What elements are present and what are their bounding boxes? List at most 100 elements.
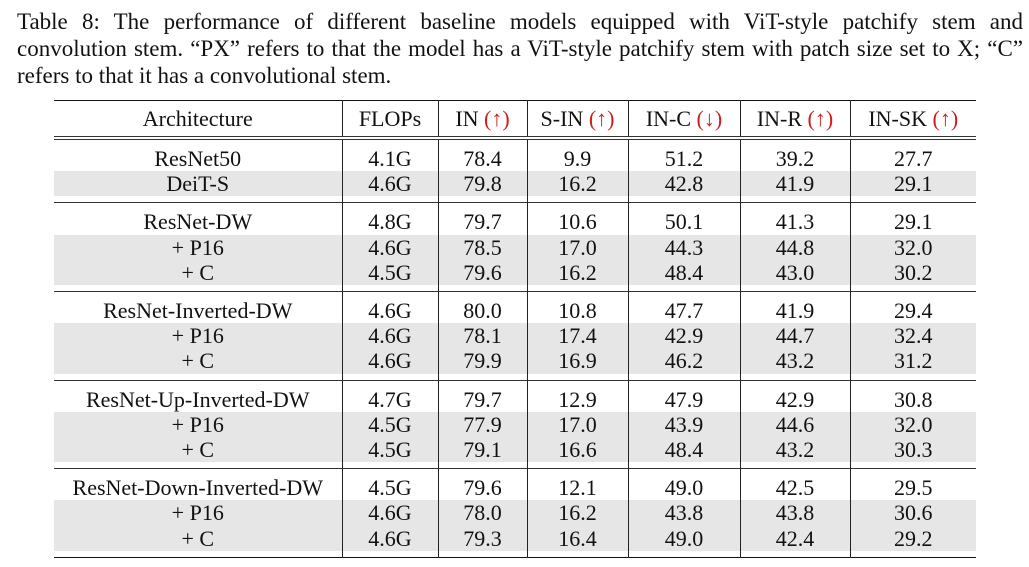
spacer-cell (739, 196, 850, 203)
cell-in-c: 49.0 (627, 525, 740, 551)
spacer-cell (739, 138, 850, 146)
spacer-cell (341, 462, 438, 469)
cell-arch: + P16 (54, 411, 342, 437)
cell-in-c: 44.3 (627, 234, 740, 260)
cell-in-r: 43.8 (739, 500, 850, 526)
cell-in: 79.6 (437, 475, 527, 501)
table-row: + P16 4.6G 78.5 17.0 44.3 44.8 32.0 (54, 234, 976, 260)
cell-s-in: 17.0 (526, 411, 628, 437)
spacer-cell (526, 284, 628, 292)
spacer-cell (739, 468, 850, 476)
spacer-cell (739, 380, 850, 387)
table-group: ResNet-DW 4.8G 79.7 10.6 50.1 41.3 29.1 + P16 4.… (54, 202, 976, 292)
cell-in: 79.9 (437, 348, 527, 374)
group-spacer (54, 462, 976, 469)
spacer-cell (627, 468, 740, 476)
cell-in-r: 43.2 (739, 436, 850, 463)
spacer-cell (627, 550, 740, 558)
up-arrow-icon: (↑) (932, 106, 959, 131)
table-group: ResNet-Down-Inverted-DW 4.5G 79.6 12.1 49.0 4… (54, 468, 976, 558)
group-spacer (54, 291, 976, 298)
cell-flops: 4.6G (341, 171, 438, 197)
cell-in-c: 43.9 (627, 411, 740, 437)
cell-in-c: 51.2 (627, 146, 740, 172)
cell-in: 80.0 (437, 297, 527, 324)
cell-flops: 4.6G (341, 500, 438, 526)
spacer-cell (526, 196, 628, 203)
table-row: ResNet-Inverted-DW 4.6G 80.0 10.8 47.7 41.9 29… (54, 297, 976, 324)
cell-arch: + C (54, 436, 342, 463)
cell-in-sk: 31.2 (849, 348, 976, 374)
spacer-cell (849, 284, 976, 292)
spacer-cell (341, 380, 438, 387)
spacer-cell (54, 551, 342, 558)
table-row: + P16 4.6G 78.1 17.4 42.9 44.7 32.4 (54, 323, 976, 349)
spacer-cell (627, 202, 740, 210)
cell-in-sk: 29.5 (849, 475, 976, 501)
cell-arch: + C (54, 525, 342, 551)
cell-flops: 4.5G (341, 411, 438, 437)
table-row: ResNet-Down-Inverted-DW 4.5G 79.6 12.1 49.0 4… (54, 475, 976, 501)
cell-in-sk: 27.7 (849, 146, 976, 172)
table-caption: Table 8: The performance of different ba… (17, 9, 1023, 88)
cell-in-r: 42.9 (739, 386, 850, 412)
spacer-cell (849, 196, 976, 203)
header-s-in: S-IN (↑) (526, 100, 628, 138)
cell-flops: 4.6G (341, 525, 438, 551)
table-row: + C 4.6G 79.9 16.9 46.2 43.2 31.2 (54, 348, 976, 374)
spacer-cell (437, 138, 527, 146)
cell-arch: + P16 (54, 323, 342, 349)
cell-s-in: 17.4 (526, 323, 628, 349)
cell-in-c: 46.2 (627, 348, 740, 374)
cell-in-sk: 32.0 (849, 411, 976, 437)
table-row: + C 4.6G 79.3 16.4 49.0 42.4 29.2 (54, 525, 976, 551)
cell-in-sk: 29.4 (849, 297, 976, 324)
cell-in: 79.3 (437, 525, 527, 551)
spacer-cell (739, 373, 850, 380)
cell-arch: ResNet-Up-Inverted-DW (85, 386, 310, 412)
header-in: IN (↑) (437, 100, 527, 138)
cell-in: 79.7 (437, 209, 527, 235)
cell-in-r: 41.9 (739, 297, 850, 324)
spacer-cell (526, 462, 628, 469)
cell-in: 78.1 (437, 323, 527, 349)
spacer-cell (341, 468, 438, 476)
spacer-cell (849, 550, 976, 558)
cell-in-r: 41.3 (739, 209, 850, 235)
cell-arch: DeiT-S (54, 171, 342, 197)
cell-in: 77.9 (437, 411, 527, 437)
cell-s-in: 10.8 (526, 297, 628, 324)
cell-in-c: 43.8 (627, 500, 740, 526)
table-row: + P16 4.5G 77.9 17.0 43.9 44.6 32.0 (54, 411, 976, 437)
cell-s-in: 16.2 (526, 171, 628, 197)
cell-in-sk: 32.4 (849, 323, 976, 349)
cell-in-c: 49.0 (627, 475, 740, 501)
spacer-cell (627, 284, 740, 292)
spacer-cell (526, 550, 628, 558)
up-arrow-icon: (↑) (484, 106, 510, 131)
spacer-cell (341, 550, 438, 558)
cell-flops: 4.6G (341, 323, 438, 349)
cell-in-c: 50.1 (627, 209, 740, 235)
spacer-cell (526, 202, 628, 210)
spacer-cell (341, 202, 438, 210)
cell-flops: 4.5G (341, 475, 438, 501)
up-arrow-icon: (↑) (807, 106, 834, 131)
table-row: + C 4.5G 79.6 16.2 48.4 43.0 30.2 (54, 259, 976, 285)
cell-flops: 4.6G (341, 297, 438, 324)
table-row: + C 4.5G 79.1 16.6 48.4 43.2 30.3 (54, 436, 976, 463)
table-group: ResNet-Up-Inverted-DW 4.7G 79.7 12.9 47.9 42.… (54, 380, 976, 469)
down-arrow-icon: (↓) (696, 106, 723, 131)
spacer-cell (526, 291, 628, 298)
spacer-cell (341, 284, 438, 292)
cell-in-r: 41.9 (739, 171, 850, 197)
cell-in-sk: 32.0 (849, 234, 976, 260)
cell-in-sk: 30.2 (849, 259, 976, 285)
cell-in-r: 44.6 (739, 411, 850, 437)
cell-in-r: 42.4 (739, 525, 850, 551)
spacer-cell (739, 291, 850, 298)
cell-in-sk: 29.1 (849, 209, 976, 235)
cell-in-r: 44.8 (739, 234, 850, 260)
cell-in: 79.8 (437, 171, 527, 197)
header-in-sk: IN-SK (↑) (849, 100, 976, 138)
